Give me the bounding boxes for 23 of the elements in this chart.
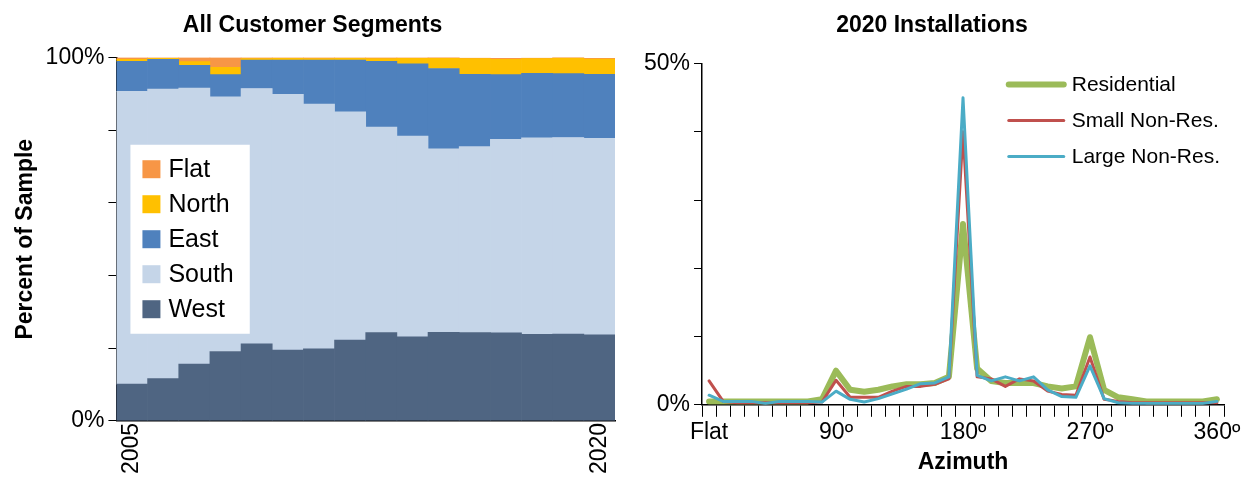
legend-label: North xyxy=(168,189,230,218)
y-tick-label: 100% xyxy=(45,42,105,69)
legend-label: East xyxy=(168,224,219,253)
x-tick-label: 270º xyxy=(1066,417,1114,444)
x-tick-label: 360º xyxy=(1193,417,1241,444)
x-axis-title: Azimuth xyxy=(917,447,1009,474)
x-tick-label: 2020 xyxy=(584,422,611,475)
y-tick-label: 50% xyxy=(643,48,691,75)
legend-label: Flat xyxy=(168,154,211,183)
legend-label: Residential xyxy=(1071,72,1176,96)
chart-title: All Customer Segments xyxy=(182,11,443,38)
x-tick-label: 2005 xyxy=(117,422,144,475)
legend-label: South xyxy=(168,259,234,288)
legend-label: Large Non-Res. xyxy=(1071,144,1221,168)
x-tick-label: 90º xyxy=(819,417,854,444)
x-tick-label: Flat xyxy=(689,417,729,444)
legend-label: West xyxy=(168,294,225,323)
y-axis-title: Percent of Sample xyxy=(11,138,38,340)
chart-title: 2020 Installations xyxy=(836,11,1028,38)
x-tick-label: 180º xyxy=(939,417,987,444)
legend-label: Small Non-Res. xyxy=(1071,108,1219,132)
y-tick-label: 0% xyxy=(71,406,105,433)
y-tick-label: 0% xyxy=(656,390,691,417)
